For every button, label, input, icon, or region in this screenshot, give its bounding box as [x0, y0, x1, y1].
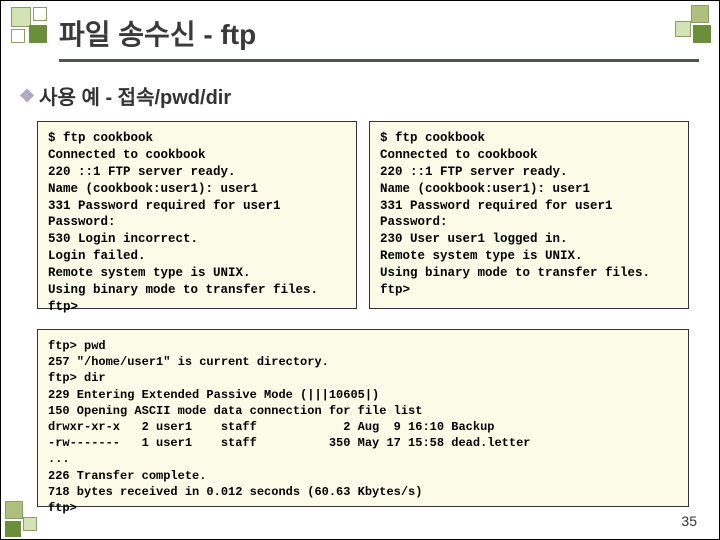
- sub-heading: ❖사용 예 - 접속/pwd/dir: [19, 81, 231, 110]
- deco-square: [11, 7, 31, 27]
- code-box-right: $ ftp cookbook Connected to cookbook 220…: [369, 121, 689, 309]
- deco-square: [23, 517, 37, 531]
- diamond-bullet-icon: ❖: [19, 86, 35, 107]
- page-number: 35: [681, 513, 697, 529]
- code-box-bottom: ftp> pwd 257 "/home/user1" is current di…: [37, 329, 689, 507]
- code-box-left: $ ftp cookbook Connected to cookbook 220…: [37, 121, 357, 309]
- title-underline: [59, 59, 699, 62]
- title-bar: 파일 송수신 - ftp: [59, 13, 699, 62]
- deco-square: [29, 25, 47, 43]
- sub-heading-text: 사용 예 - 접속/pwd/dir: [39, 87, 231, 109]
- deco-square: [5, 501, 23, 519]
- deco-square: [11, 29, 25, 43]
- deco-square: [33, 7, 47, 21]
- page-title: 파일 송수신 - ftp: [59, 13, 699, 59]
- slide: 파일 송수신 - ftp ❖사용 예 - 접속/pwd/dir $ ftp co…: [0, 0, 720, 540]
- deco-square: [5, 521, 21, 537]
